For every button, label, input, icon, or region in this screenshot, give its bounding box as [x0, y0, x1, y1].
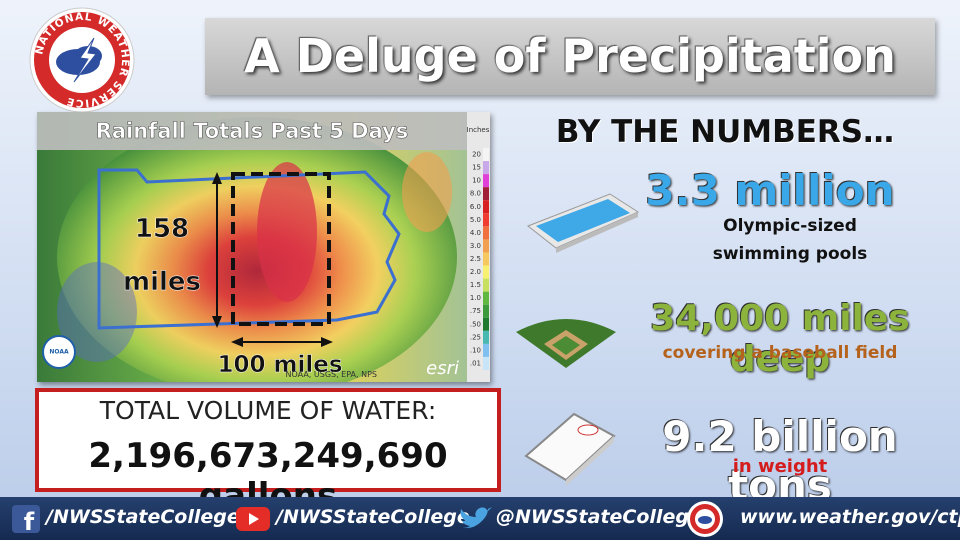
legend-label: .01 [470, 359, 481, 367]
esri-logo: esri [426, 358, 459, 379]
volume-box [35, 388, 501, 492]
legend-label: .50 [470, 320, 481, 328]
legend-swatch [483, 187, 489, 201]
website-link[interactable]: www.weather.gov/ctp [740, 506, 960, 528]
legend-label: .75 [470, 307, 481, 315]
legend-label: .10 [470, 346, 481, 354]
legend-swatch [483, 343, 489, 357]
nws-logo: NATIONAL WEATHER SERVICE [29, 7, 135, 113]
legend-swatch [483, 304, 489, 318]
volume-label: TOTAL VOLUME OF WATER: [99, 396, 437, 425]
map-title: Rainfall Totals Past 5 Days [96, 119, 409, 143]
legend-swatch [483, 291, 489, 305]
baseball-field-icon [516, 319, 616, 368]
title: A Deluge of Precipitation [244, 29, 896, 83]
legend-label: 10 [472, 177, 481, 185]
twitter-link[interactable]: @NWSStateCollege [496, 506, 702, 528]
legend-swatch [483, 356, 489, 370]
legend-label: 2.5 [470, 255, 481, 263]
facebook-icon: f [12, 505, 40, 533]
legend-label: 6.0 [470, 203, 481, 211]
stat-caption: Olympic-sized [723, 216, 857, 236]
legend-label: 2.0 [470, 268, 481, 276]
legend-title: Inches [467, 126, 490, 134]
youtube-icon [236, 507, 270, 531]
height-label: miles [123, 267, 201, 297]
legend-label: 4.0 [470, 229, 481, 237]
stat-value: 3.3 million [645, 166, 895, 215]
legend-swatch [483, 330, 489, 344]
numbers-heading: BY THE NUMBERS… [555, 114, 895, 150]
legend-swatch [483, 265, 489, 279]
legend-label: 1.0 [470, 294, 481, 302]
title-banner [205, 18, 935, 95]
youtube-link[interactable]: /NWSStateCollege [276, 506, 470, 528]
rainfall-map: Rainfall Totals Past 5 Days 158 miles 10… [37, 112, 490, 382]
svg-text:f: f [24, 508, 35, 533]
legend-swatch [483, 174, 489, 188]
legend-label: 3.0 [470, 242, 481, 250]
legend-swatch [483, 226, 489, 240]
width-label: 100 miles [217, 352, 342, 378]
stat-caption: in weight [732, 456, 828, 477]
legend-swatch [483, 213, 489, 227]
legend: 20 15 10 8.0 6.0 5.0 4.0 3.0 2.5 2.0 1.5 1.0 .75 .50.… [470, 148, 489, 370]
legend-swatch [483, 317, 489, 331]
legend-label: .25 [470, 333, 481, 341]
legend-label: 20 [472, 151, 481, 159]
legend-swatch [483, 161, 489, 175]
legend-swatch [483, 252, 489, 266]
twitter-icon [460, 507, 492, 529]
facebook-link[interactable]: /NWSStateCollege [46, 506, 240, 528]
legend-label: 5.0 [470, 216, 481, 224]
height-label: 158 [135, 214, 189, 244]
legend-label: 8.0 [470, 190, 481, 198]
attribution: NOAA, USGS, EPA, NPS [285, 370, 377, 379]
legend-swatch [483, 200, 489, 214]
stat-caption: swimming pools [712, 244, 868, 264]
legend-label: 1.5 [470, 281, 481, 289]
legend-swatch [483, 278, 489, 292]
noaa-logo: NOAA [49, 349, 69, 356]
legend-swatch [483, 239, 489, 253]
scale-icon [524, 412, 616, 486]
stat-value: 34,000 miles deep [650, 298, 910, 380]
legend-label: 15 [472, 164, 481, 172]
legend-swatch [483, 148, 489, 162]
stat-caption: covering a baseball field [662, 343, 898, 363]
pool-icon [527, 193, 640, 253]
nws-logo-small [687, 501, 723, 537]
volume-value: 2,196,673,249,690 gallons [88, 436, 448, 516]
